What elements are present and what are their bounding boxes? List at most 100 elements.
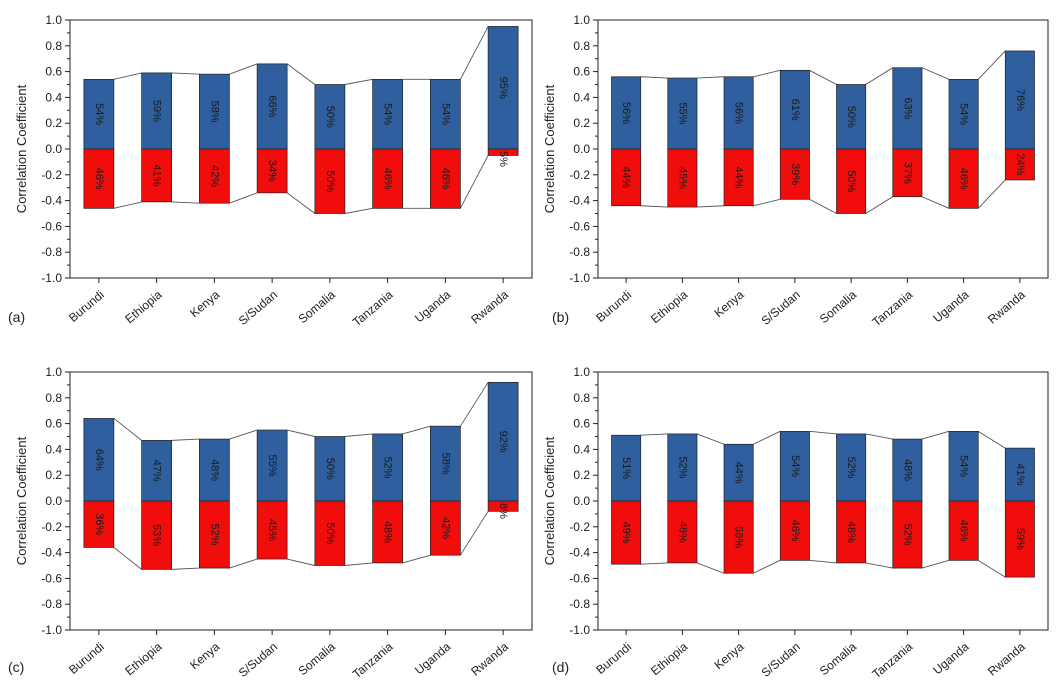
y-tick-label: 0.6	[45, 65, 62, 79]
category-label: S/Sudan	[759, 640, 803, 680]
bar-positive	[667, 433, 698, 502]
category-label: Rwanda	[985, 287, 1028, 326]
connector-line-bottom	[921, 196, 950, 209]
y-tick-label: 0.4	[573, 90, 590, 104]
connector-line-bottom	[640, 562, 668, 565]
bar-positive	[199, 73, 230, 150]
y-tick-label: 0.2	[573, 468, 590, 482]
connector-line-top	[865, 433, 893, 440]
category-label: Uganda	[412, 287, 453, 325]
bar-label-positive: 61%	[789, 99, 801, 121]
y-tick-label: 1.0	[573, 365, 590, 379]
bar-label-positive: 56%	[733, 102, 745, 124]
connector-line-bottom	[753, 198, 781, 207]
bar-negative	[723, 148, 754, 207]
panel-c: 1.0 0.8 0.6 0.4 0.2 0.0 -0.2 -0.4 -0.6 -0.8 -1.0 Co…	[8, 365, 533, 681]
bar-negative	[256, 500, 288, 560]
bar-label-positive: 54%	[382, 103, 394, 125]
connector-line-top	[460, 382, 489, 427]
connector-line-top	[286, 63, 316, 85]
connector-line-bottom	[344, 562, 373, 566]
category-label: Ethiopia	[648, 639, 690, 678]
connector-line-top	[865, 67, 893, 85]
bar-positive	[83, 418, 115, 502]
connector-line-top	[171, 72, 200, 75]
connector-line-bottom	[809, 198, 837, 214]
bar-label-negative: 48%	[845, 521, 857, 543]
y-axis-label: Correlation Coefficient	[542, 84, 557, 213]
bar-label-negative: 46%	[958, 168, 970, 190]
y-tick-label: 1.0	[573, 13, 590, 27]
panel-label: (a)	[8, 309, 25, 325]
y-tick-label: -1.0	[41, 271, 62, 285]
bar-positive	[611, 76, 642, 150]
bar-positive	[892, 67, 923, 150]
y-tick-label: 0.6	[573, 417, 590, 431]
y-tick-label: -0.6	[41, 219, 62, 233]
category-label: Kenya	[711, 287, 746, 320]
y-tick-label: 0.6	[573, 65, 590, 79]
connector-line-bottom	[171, 201, 200, 204]
bar-negative	[141, 148, 172, 203]
bar-negative	[199, 500, 230, 569]
connector-line-bottom	[696, 562, 725, 574]
bar-label-negative: 5%	[497, 151, 509, 167]
category-label: Somalia	[296, 639, 338, 678]
y-tick-label: -0.4	[41, 194, 62, 208]
bar-label-positive: 47%	[151, 460, 163, 482]
bar-label-negative: 8%	[497, 503, 509, 519]
panel-d: 1.0 0.8 0.6 0.4 0.2 0.0 -0.2 -0.4 -0.6 -0.8 -1.0 Co…	[542, 365, 1049, 681]
bar-negative	[487, 148, 519, 156]
bar-label-positive: 54%	[789, 455, 801, 477]
bar-label-negative: 46%	[382, 168, 394, 190]
bar-negative	[487, 500, 519, 512]
bar-label-positive: 51%	[620, 457, 632, 479]
bar-label-positive: 44%	[733, 462, 745, 484]
connector-line-top	[113, 418, 142, 441]
bar-label-positive: 48%	[208, 459, 220, 481]
bar-negative	[892, 500, 923, 569]
y-tick-label: -0.4	[569, 194, 590, 208]
bar-label-negative: 52%	[901, 524, 913, 546]
connector-line-top	[640, 76, 668, 79]
bar-positive	[83, 78, 115, 150]
category-label: S/Sudan	[236, 640, 280, 680]
bar-label-negative: 42%	[439, 517, 451, 539]
bar-positive	[372, 78, 403, 150]
bar-negative	[141, 500, 172, 570]
bar-label-negative: 48%	[676, 521, 688, 543]
connector-line-bottom	[402, 554, 431, 564]
y-tick-label: -1.0	[569, 271, 590, 285]
bar-label-negative: 42%	[208, 165, 220, 187]
bar-positive	[948, 78, 979, 150]
panel-b: 1.0 0.8 0.6 0.4 0.2 0.0 -0.2 -0.4 -0.6 -0.8 -1.0 Co…	[542, 13, 1049, 329]
y-axis-label: Correlation Coefficient	[542, 436, 557, 565]
bar-label-positive: 66%	[266, 95, 278, 117]
bar-negative	[611, 148, 642, 207]
y-tick-label: 0.8	[573, 391, 590, 405]
plot-frame	[69, 19, 533, 279]
connector-line-bottom	[865, 562, 893, 569]
bar-label-positive: 55%	[676, 103, 688, 125]
connector-line-top	[978, 430, 1006, 449]
connector-line-top	[344, 78, 373, 85]
connector-line-top	[171, 438, 200, 441]
bar-label-positive: 52%	[676, 456, 688, 478]
bar-label-positive: 56%	[620, 102, 632, 124]
bar-positive	[723, 443, 754, 502]
y-tick-label: 0.2	[45, 468, 62, 482]
bar-positive	[314, 84, 346, 150]
bar-label-negative: 49%	[620, 522, 632, 544]
bar-negative	[779, 148, 810, 200]
y-tick-label: 0.8	[573, 39, 590, 53]
bar-label-negative: 44%	[733, 166, 745, 188]
bar-label-positive: 50%	[845, 106, 857, 128]
connector-line-top	[809, 430, 837, 435]
y-tick-label: 0.2	[573, 116, 590, 130]
category-label: Somalia	[296, 287, 338, 326]
category-label: Uganda	[930, 287, 971, 325]
y-tick-label: -0.8	[41, 597, 62, 611]
bar-label-negative: 24%	[1014, 153, 1026, 175]
category-label: Kenya	[187, 639, 222, 672]
